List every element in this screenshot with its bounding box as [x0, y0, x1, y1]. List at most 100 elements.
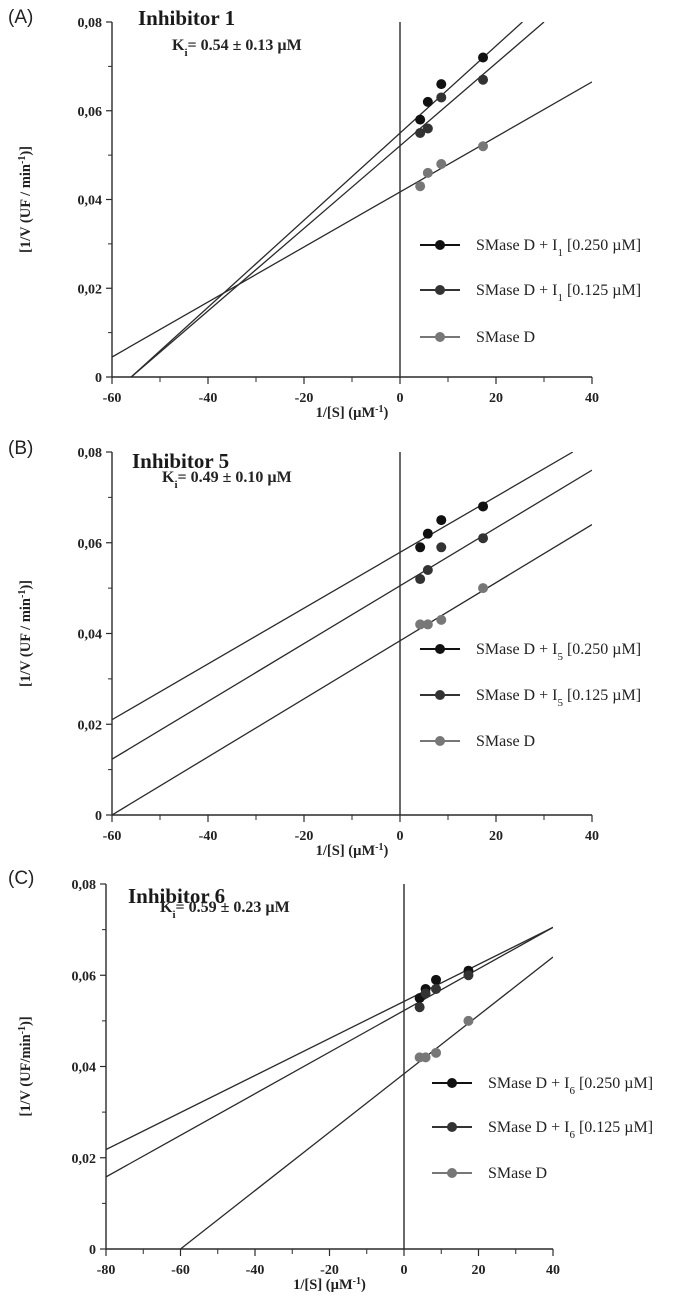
- data-point: [420, 988, 431, 999]
- x-tick-label: 0: [401, 1263, 408, 1278]
- x-tick-label: -20: [295, 391, 314, 406]
- series-fit-line: [180, 956, 553, 1249]
- x-tick-label: 20: [489, 829, 503, 844]
- y-tick-label: 0,08: [72, 878, 97, 893]
- x-tick-label: -60: [103, 391, 122, 406]
- data-point: [422, 619, 433, 630]
- panel-b: (B) Inhibitor 5 0 0,02 0,04 0,06 0,08 -60 -40 -…: [0, 430, 678, 862]
- data-point: [420, 1052, 431, 1063]
- legend-label: SMase D + I1 [0.125 µM]: [476, 282, 641, 304]
- legend-label: SMase D + I6 [0.125 µM]: [488, 1119, 653, 1141]
- x-tick-label: -20: [295, 829, 314, 844]
- y-tick-label: 0: [95, 371, 102, 386]
- panel-letter: (B): [8, 438, 34, 459]
- x-axis-label: 1/[S] (µM-1): [293, 1276, 366, 1294]
- x-axis-label: 1/[S] (µM-1): [316, 842, 389, 860]
- panel-title: Inhibitor 1: [138, 6, 236, 30]
- data-point: [436, 542, 447, 553]
- y-tick-label: 0,04: [78, 194, 103, 209]
- data-point: [478, 74, 489, 85]
- x-tick-label: 20: [472, 1263, 486, 1278]
- y-tick-label: 0,08: [78, 446, 103, 461]
- panel-c: (C) Inhibitor 6 0 0,02 0,04 0,06 0,08 -80 -60 -…: [0, 862, 678, 1296]
- data-point: [422, 167, 433, 178]
- x-tick-label: 40: [585, 391, 599, 406]
- data-point: [463, 1015, 474, 1026]
- x-tick-label: -40: [199, 829, 218, 844]
- x-tick-label: 40: [585, 829, 599, 844]
- series-fit-line: [112, 469, 592, 760]
- data-point: [436, 515, 447, 526]
- data-point: [415, 181, 426, 192]
- y-tick-label: 0,06: [78, 105, 103, 120]
- x-tick-label: -80: [97, 1263, 116, 1278]
- y-axis-label: [1/V (UF / min-1)]: [17, 580, 35, 687]
- y-tick-label: 0,02: [78, 282, 103, 297]
- legend-marker: [435, 332, 445, 342]
- legend-marker: [435, 644, 445, 654]
- y-tick-label: 0,06: [78, 537, 103, 552]
- x-tick-label: -40: [199, 391, 218, 406]
- data-point: [478, 583, 489, 594]
- legend-label: SMase D + I6 [0.250 µM]: [488, 1075, 653, 1097]
- series-fit-line: [112, 452, 574, 721]
- data-point: [478, 533, 489, 544]
- panel-letter: (C): [8, 868, 35, 889]
- data-point: [415, 574, 426, 585]
- data-point: [436, 614, 447, 625]
- chart-inhibitor-6: 0 0,02 0,04 0,06 0,08 -80 -60 -40 -20 0 20 40 1/[S] …: [17, 878, 654, 1294]
- legend-marker: [447, 1168, 457, 1178]
- data-point: [478, 52, 489, 63]
- legend-label: SMase D: [476, 733, 535, 750]
- data-point: [422, 96, 433, 107]
- x-tick-label: -60: [171, 1263, 190, 1278]
- series-fit-line: [106, 926, 553, 1151]
- data-point: [431, 1047, 442, 1058]
- series-fit-line: [112, 524, 592, 815]
- x-tick-label: 0: [397, 391, 404, 406]
- ki-annotation: Ki= 0.54 ± 0.13 µM: [172, 37, 302, 59]
- legend-label: SMase D + I1 [0.250 µM]: [476, 237, 641, 259]
- y-tick-label: 0: [89, 1243, 96, 1258]
- data-point: [422, 123, 433, 134]
- y-axis-label: [1/V (UF / min-1)]: [17, 146, 35, 253]
- data-point: [431, 983, 442, 994]
- data-point: [415, 619, 426, 630]
- panel-a: (A) Inhibitor 1 0 0,02 0,04 0,06 0,08 -60 -40 -…: [0, 0, 678, 430]
- panel-title: Inhibitor 5: [132, 449, 230, 473]
- chart-inhibitor-1: 0 0,02 0,04 0,06 0,08 -60 -40 -20 0 20 40 1/[S] (µM…: [17, 16, 642, 421]
- ki-annotation: Ki= 0.59 ± 0.23 µM: [160, 899, 290, 921]
- data-point: [478, 141, 489, 152]
- data-point: [422, 528, 433, 539]
- legend-marker: [447, 1078, 457, 1088]
- ki-annotation: Ki= 0.49 ± 0.10 µM: [162, 469, 292, 491]
- x-tick-label: 20: [489, 391, 503, 406]
- y-tick-label: 0,02: [72, 1152, 97, 1167]
- data-point: [414, 1002, 425, 1013]
- data-point: [415, 127, 426, 138]
- series-fit-line: [112, 81, 592, 358]
- legend-marker: [435, 736, 445, 746]
- legend-label: SMase D + I5 [0.125 µM]: [476, 687, 641, 709]
- data-point: [436, 159, 447, 169]
- y-axis-label: [1/V (UF/min-1)]: [17, 1016, 35, 1116]
- y-tick-label: 0,06: [72, 969, 97, 984]
- legend-label: SMase D: [476, 329, 535, 346]
- series-fit-line: [130, 22, 545, 377]
- y-tick-label: 0,02: [78, 718, 103, 733]
- legend-label: SMase D + I5 [0.250 µM]: [476, 641, 641, 663]
- x-tick-label: -40: [246, 1263, 265, 1278]
- x-tick-label: -60: [103, 829, 122, 844]
- panel-title: Inhibitor 6: [128, 884, 226, 908]
- chart-inhibitor-5: 0 0,02 0,04 0,06 0,08 -60 -40 -20 0 20 40 1/[S] (µM…: [17, 446, 642, 860]
- data-point: [463, 970, 474, 981]
- data-point: [436, 92, 447, 103]
- x-tick-label: -20: [320, 1263, 339, 1278]
- x-tick-label: 0: [397, 829, 404, 844]
- legend-marker: [435, 690, 445, 700]
- y-tick-label: 0,04: [78, 628, 103, 643]
- series-fit-line: [106, 926, 553, 1178]
- panel-letter: (A): [8, 7, 34, 28]
- y-tick-label: 0,08: [78, 16, 103, 31]
- y-tick-label: 0,04: [72, 1061, 97, 1076]
